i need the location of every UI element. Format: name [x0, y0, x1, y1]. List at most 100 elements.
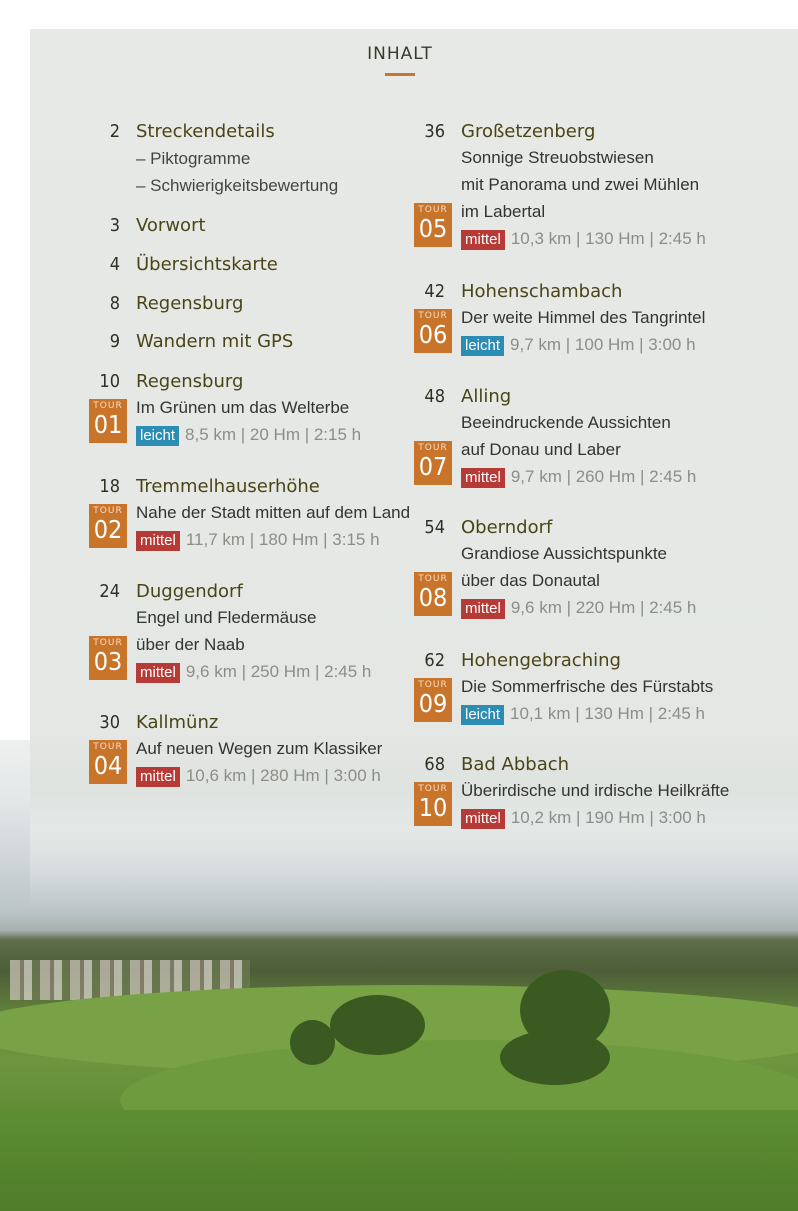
toc-entry-title[interactable]: Streckendetails	[136, 121, 275, 142]
page-number: 54	[424, 517, 445, 538]
tour-label: TOUR	[418, 205, 448, 215]
tour-title[interactable]: Oberndorf	[461, 517, 553, 538]
tour-label: TOUR	[418, 311, 448, 321]
tour-label: TOUR	[93, 506, 123, 516]
tour-number-badge: TOUR 05	[414, 203, 452, 247]
tour-description: Im Grünen um das Welterbe	[136, 398, 350, 417]
tour-title[interactable]: Alling	[461, 386, 512, 407]
page-number: 4	[109, 254, 120, 275]
tour-stats-values: 10,6 km | 280 Hm | 3:00 h	[185, 766, 381, 785]
tour-title[interactable]: Kallmünz	[136, 712, 219, 733]
toc-entry-title[interactable]: Übersichtskarte	[136, 254, 278, 275]
tour-stats-values: 10,3 km | 130 Hm | 2:45 h	[510, 229, 706, 248]
tour-number: 01	[93, 410, 123, 439]
difficulty-badge: mittel	[461, 230, 505, 250]
tour-stats-values: 9,6 km | 220 Hm | 2:45 h	[510, 598, 697, 617]
tour-stats-values: 8,5 km | 20 Hm | 2:15 h	[185, 425, 362, 444]
tour-description: Der weite Himmel des Tangrintel	[461, 308, 706, 327]
page-number: 42	[424, 281, 445, 302]
tour-number-badge: TOUR 02	[89, 504, 127, 548]
page-number: 24	[99, 581, 120, 602]
tour-number-badge: TOUR 06	[414, 309, 452, 353]
tour-label: TOUR	[93, 638, 123, 648]
tour-label: TOUR	[93, 401, 123, 411]
tour-stats: leicht 9,7 km | 100 Hm | 3:00 h	[461, 335, 696, 356]
difficulty-badge: mittel	[136, 767, 180, 787]
difficulty-badge: mittel	[461, 599, 505, 619]
page-number: 10	[99, 371, 120, 392]
tour-number: 03	[93, 647, 123, 676]
tour-number: 08	[418, 583, 448, 612]
page-number: 68	[424, 754, 445, 775]
tour-description: über das Donautal	[461, 571, 600, 590]
tour-number: 10	[418, 793, 448, 822]
tour-stats: mittel 9,7 km | 260 Hm | 2:45 h	[461, 467, 696, 488]
tour-stats: mittel 10,6 km | 280 Hm | 3:00 h	[136, 766, 381, 787]
tour-title[interactable]: Tremmelhauserhöhe	[136, 476, 320, 497]
difficulty-badge: leicht	[461, 336, 505, 356]
tour-stats: mittel 9,6 km | 250 Hm | 2:45 h	[136, 662, 371, 683]
tour-number-badge: TOUR 04	[89, 740, 127, 784]
tour-title[interactable]: Regensburg	[136, 371, 244, 392]
tour-number: 02	[93, 515, 123, 544]
page-number: 9	[109, 331, 120, 352]
tour-number-badge: TOUR 09	[414, 678, 452, 722]
tour-description: über der Naab	[136, 635, 245, 654]
difficulty-badge: mittel	[136, 531, 180, 551]
toc-sub-entry: – Schwierigkeitsbewertung	[136, 176, 339, 195]
tour-label: TOUR	[418, 443, 448, 453]
tour-stats: mittel 9,6 km | 220 Hm | 2:45 h	[461, 598, 696, 619]
tour-stats-values: 9,6 km | 250 Hm | 2:45 h	[185, 662, 372, 681]
tour-label: TOUR	[93, 742, 123, 752]
tour-title[interactable]: Großetzenberg	[461, 121, 596, 142]
difficulty-badge: mittel	[461, 468, 505, 488]
toc-entry-title[interactable]: Wandern mit GPS	[136, 331, 294, 352]
tour-number: 05	[418, 214, 448, 243]
page-number: 62	[424, 650, 445, 671]
difficulty-badge: leicht	[461, 705, 505, 725]
tour-stats: leicht 8,5 km | 20 Hm | 2:15 h	[136, 425, 361, 446]
tour-description: Überirdische und irdische Heilkräfte	[461, 781, 730, 800]
tour-number: 09	[418, 689, 448, 718]
toc-entry-title[interactable]: Regensburg	[136, 293, 244, 314]
tour-description: Auf neuen Wegen zum Klassiker	[136, 739, 383, 758]
title-underline	[385, 73, 415, 76]
tour-number: 07	[418, 452, 448, 481]
tour-label: TOUR	[418, 680, 448, 690]
tour-number-badge: TOUR 10	[414, 782, 452, 826]
tour-number-badge: TOUR 08	[414, 572, 452, 616]
toc-sub-entry: – Piktogramme	[136, 149, 251, 168]
tour-description: Nahe der Stadt mitten auf dem Land	[136, 503, 411, 522]
page-number: 3	[109, 215, 120, 236]
difficulty-badge: mittel	[136, 663, 180, 683]
tour-title[interactable]: Duggendorf	[136, 581, 243, 602]
tour-description: Sonnige Streuobstwiesen	[461, 148, 654, 167]
tour-title[interactable]: Hohenschambach	[461, 281, 623, 302]
tour-title[interactable]: Bad Abbach	[461, 754, 570, 775]
page-number: 8	[109, 293, 120, 314]
page-number: 30	[99, 712, 120, 733]
tour-number-badge: TOUR 03	[89, 636, 127, 680]
toc-entry-title[interactable]: Vorwort	[136, 215, 206, 236]
tour-description: Grandiose Aussichtspunkte	[461, 544, 668, 563]
tree-in-photo	[330, 995, 425, 1055]
tour-stats: mittel 10,2 km | 190 Hm | 3:00 h	[461, 808, 706, 829]
page-title: INHALT	[367, 44, 433, 64]
tour-stats-values: 10,1 km | 130 Hm | 2:45 h	[510, 704, 706, 723]
page-number: 18	[99, 476, 120, 497]
tour-stats: mittel 11,7 km | 180 Hm | 3:15 h	[136, 530, 380, 551]
tour-label: TOUR	[418, 574, 448, 584]
tour-title[interactable]: Hohengebraching	[461, 650, 621, 671]
tour-description: im Labertal	[461, 202, 546, 221]
tour-number: 04	[93, 751, 123, 780]
tour-number: 06	[418, 320, 448, 349]
tour-stats: leicht 10,1 km | 130 Hm | 2:45 h	[461, 704, 705, 725]
difficulty-badge: mittel	[461, 809, 505, 829]
tour-stats: mittel 10,3 km | 130 Hm | 2:45 h	[461, 229, 706, 250]
field-in-photo	[0, 1110, 798, 1211]
tour-stats-values: 9,7 km | 260 Hm | 2:45 h	[510, 467, 697, 486]
tour-description: auf Donau und Laber	[461, 440, 621, 459]
tour-description: Engel und Fledermäuse	[136, 608, 317, 627]
tree-in-photo	[500, 1030, 610, 1085]
